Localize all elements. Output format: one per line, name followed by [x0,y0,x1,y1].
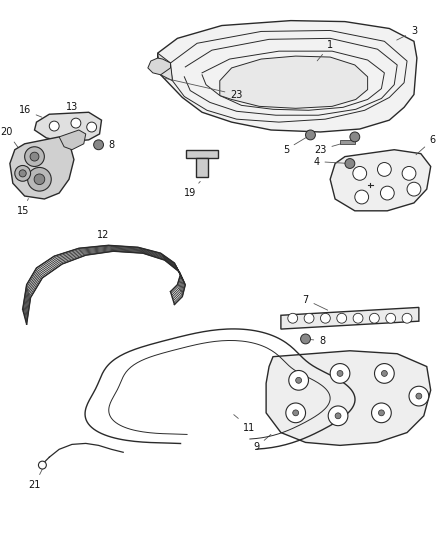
Polygon shape [148,58,170,75]
Circle shape [293,410,299,416]
Circle shape [306,130,315,140]
Circle shape [28,167,51,191]
Text: 8: 8 [101,140,114,150]
Polygon shape [10,137,74,199]
Circle shape [381,370,387,376]
Circle shape [328,406,348,426]
Circle shape [350,132,360,142]
Circle shape [335,413,341,419]
Text: 9: 9 [253,434,271,453]
Text: 1: 1 [317,41,333,61]
Circle shape [371,403,391,423]
Circle shape [71,118,81,128]
Text: 23: 23 [165,78,243,100]
Polygon shape [330,150,431,211]
Text: 21: 21 [28,467,43,490]
Circle shape [378,410,385,416]
Circle shape [296,377,302,383]
Circle shape [378,163,391,176]
Text: 6: 6 [416,135,436,155]
Circle shape [19,170,26,177]
Circle shape [345,159,355,168]
Text: 4: 4 [313,157,347,166]
Circle shape [407,182,421,196]
Circle shape [353,166,367,180]
Text: 13: 13 [66,102,78,120]
Text: 5: 5 [283,136,308,155]
Circle shape [386,313,396,323]
Polygon shape [281,308,419,329]
Text: 12: 12 [97,230,112,246]
Polygon shape [158,21,417,132]
Circle shape [355,190,369,204]
Text: 8: 8 [308,336,325,346]
Text: 11: 11 [234,415,255,433]
Text: 19: 19 [184,181,200,198]
Circle shape [25,147,44,166]
Circle shape [288,313,298,323]
Circle shape [409,386,429,406]
Circle shape [15,165,31,181]
Text: 15: 15 [17,199,29,216]
Circle shape [416,393,422,399]
Polygon shape [35,112,102,142]
Circle shape [374,364,394,383]
Circle shape [337,370,343,376]
Circle shape [304,313,314,323]
Text: 16: 16 [18,106,42,117]
Polygon shape [158,53,173,80]
Circle shape [286,403,306,423]
Circle shape [353,313,363,323]
Circle shape [402,166,416,180]
Polygon shape [186,150,218,158]
Circle shape [370,313,379,323]
Circle shape [30,152,39,161]
Circle shape [49,121,59,131]
Circle shape [330,364,350,383]
Polygon shape [23,245,185,324]
Circle shape [34,174,45,184]
Polygon shape [266,351,431,446]
Text: 23: 23 [314,143,345,155]
Circle shape [289,370,308,390]
Polygon shape [196,158,208,177]
Circle shape [87,122,97,132]
Text: 10: 10 [293,405,312,423]
Text: 7: 7 [302,295,328,310]
Circle shape [321,313,330,323]
Circle shape [337,313,346,323]
Text: 20: 20 [1,127,18,148]
Circle shape [94,140,103,150]
Circle shape [402,313,412,323]
Circle shape [39,461,46,469]
Circle shape [300,334,311,344]
Polygon shape [59,130,86,150]
Circle shape [381,186,394,200]
Polygon shape [340,140,355,144]
Text: 3: 3 [397,27,417,40]
Polygon shape [220,56,367,108]
